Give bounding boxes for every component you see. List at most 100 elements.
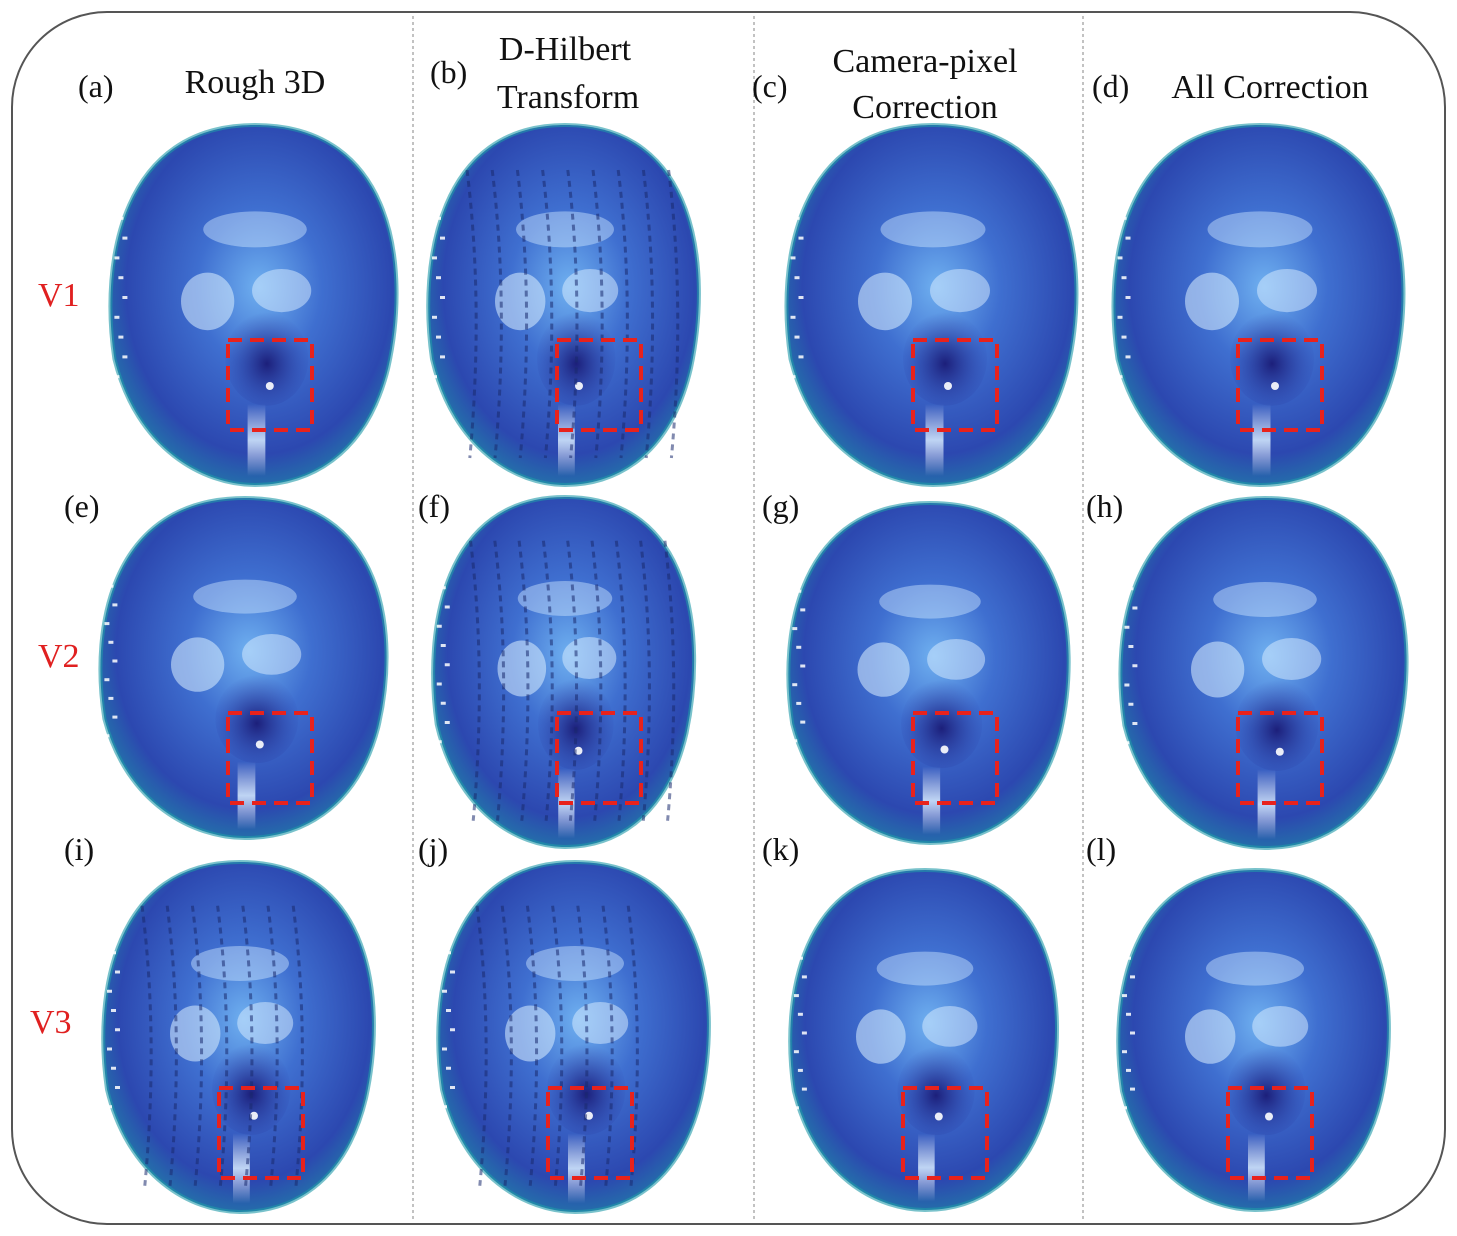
- edge-speckle: [111, 1066, 116, 1070]
- edge-speckle: [108, 753, 114, 756]
- cheek-highlight: [497, 640, 547, 697]
- head-surface: [1113, 125, 1404, 485]
- edge-speckle: [446, 1009, 451, 1012]
- edge-speckle: [800, 664, 806, 668]
- edge-speckle: [114, 434, 120, 438]
- edge-speckle: [790, 375, 796, 379]
- edge-speckle: [442, 932, 447, 935]
- cheek-highlight: [171, 637, 225, 692]
- edge-speckle: [1117, 256, 1123, 260]
- stripe-artifact: [517, 540, 530, 821]
- edge-speckle: [108, 809, 114, 813]
- panel-label: (k): [762, 831, 799, 867]
- panel-labels-layer: (a) (b) (c) (d) (e) (f) (g) (h) (i) (j) (k) (l): [64, 54, 1129, 867]
- edge-speckle: [122, 236, 128, 240]
- edge-speckle: [112, 715, 118, 719]
- brow-highlight: [203, 211, 307, 248]
- cheek-highlight: [562, 269, 619, 313]
- edge-speckle: [797, 1181, 803, 1185]
- stripe-artifact: [241, 905, 254, 1186]
- panel-label: (c): [752, 68, 788, 104]
- nose-region: [547, 1044, 626, 1135]
- edge-speckle: [1122, 994, 1127, 998]
- edge-speckle: [446, 1182, 451, 1186]
- cheek-highlight: [927, 639, 986, 680]
- edge-speckle: [440, 586, 446, 590]
- edge-speckle: [1117, 375, 1123, 379]
- stripe-artifact: [190, 905, 204, 1186]
- nose-region: [903, 312, 987, 406]
- edge-speckle: [1125, 414, 1131, 418]
- edge-speckle: [797, 1068, 803, 1072]
- nose-region: [538, 679, 614, 770]
- edge-speckle: [440, 414, 445, 418]
- edge-speckle: [794, 335, 800, 339]
- edge-speckle: [793, 938, 799, 941]
- face-render-panel: [1116, 867, 1391, 1213]
- cheek-highlight: [572, 1002, 629, 1044]
- cheek-highlight: [922, 1006, 978, 1047]
- edge-speckle: [111, 951, 116, 955]
- edge-speckle: [442, 1047, 447, 1051]
- head-surface: [1120, 498, 1407, 848]
- edge-speckle: [440, 759, 446, 763]
- stripe-artifact: [601, 905, 614, 1186]
- edge-speckle: [793, 994, 799, 998]
- edge-speckle: [104, 790, 110, 794]
- chin-glint: [1252, 404, 1271, 476]
- edge-speckle: [114, 197, 120, 200]
- stripe-artifact: [641, 169, 655, 459]
- nose-region: [901, 679, 983, 769]
- edge-speckle: [1130, 975, 1135, 979]
- edge-speckle: [115, 970, 120, 974]
- head-surface: [790, 870, 1058, 1210]
- edge-speckle: [114, 256, 120, 260]
- chin-glint: [925, 404, 944, 476]
- edge-speckle: [790, 197, 796, 200]
- stripe-artifact: [216, 905, 229, 1186]
- stripe-artifact: [525, 905, 539, 1186]
- faces-layer: [98, 122, 1409, 1215]
- face-render-panel: [788, 867, 1059, 1213]
- edge-speckle: [432, 434, 437, 438]
- column-title: Correction: [852, 89, 997, 126]
- edge-speckle: [115, 1028, 120, 1032]
- edge-speckle: [793, 1050, 799, 1054]
- brow-highlight: [517, 581, 613, 616]
- edge-speckle: [442, 1163, 447, 1166]
- stripe-artifact: [616, 169, 629, 459]
- edge-speckle: [800, 720, 806, 724]
- edge-speckle: [1126, 1068, 1131, 1072]
- head-edge: [1118, 495, 1409, 851]
- head-edge: [426, 122, 701, 488]
- edge-speckle: [794, 395, 800, 398]
- edge-speckle: [436, 335, 441, 339]
- edge-speckle: [792, 739, 798, 743]
- row-label-v1: V1: [38, 277, 80, 314]
- edge-speckle: [797, 1125, 803, 1128]
- cheek-highlight: [562, 637, 617, 679]
- edge-speckle: [444, 778, 450, 782]
- edge-speckle: [800, 608, 806, 612]
- edge-speckle: [1132, 722, 1138, 725]
- face-render-panel: [436, 859, 711, 1215]
- edge-speckle: [440, 644, 446, 647]
- edge-speckle: [450, 1028, 455, 1032]
- nose-glint: [1265, 1112, 1273, 1121]
- edge-speckle: [115, 1143, 120, 1147]
- chin-glint: [568, 1133, 585, 1204]
- stripe-artifact: [165, 905, 178, 1186]
- stripe-artifact: [140, 905, 153, 1186]
- cheek-highlight: [495, 272, 546, 331]
- nose-region: [1227, 1046, 1306, 1136]
- edge-speckle: [111, 1182, 116, 1186]
- brow-highlight: [1213, 582, 1317, 617]
- edge-speckle: [114, 315, 120, 319]
- head-surface: [786, 125, 1077, 485]
- edge-speckle: [794, 276, 800, 280]
- nose-glint: [265, 382, 274, 390]
- edge-speckle: [436, 567, 442, 570]
- nose-glint: [940, 745, 949, 754]
- edge-speckle: [790, 434, 796, 438]
